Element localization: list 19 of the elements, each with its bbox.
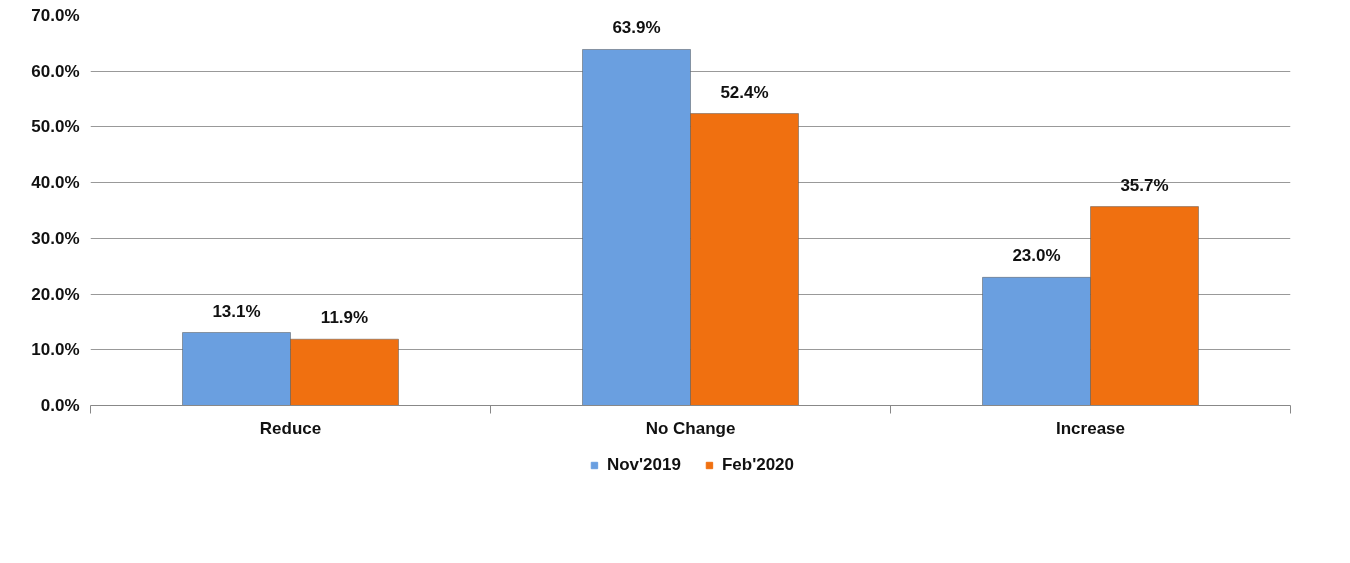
y-tick-label: 40.0% xyxy=(31,173,80,193)
y-tick-label: 10.0% xyxy=(31,340,80,360)
x-tick-label: Reduce xyxy=(259,418,322,438)
data-label: 63.9% xyxy=(612,18,661,38)
data-label: 23.0% xyxy=(1012,246,1061,266)
y-tick-label: 60.0% xyxy=(31,61,80,81)
y-tick-label: 50.0% xyxy=(31,117,80,137)
y-tick-label: 0.0% xyxy=(40,396,80,415)
data-label: 35.7% xyxy=(1120,175,1169,195)
data-label: 52.4% xyxy=(720,82,769,102)
data-label: 11.9% xyxy=(320,308,369,328)
legend-label: Nov'2019 xyxy=(606,455,681,475)
y-tick-label: 20.0% xyxy=(31,284,80,304)
legend-label: Feb'2020 xyxy=(721,455,795,475)
y-tick-label: 70.0% xyxy=(31,6,80,25)
y-tick-label: 30.0% xyxy=(31,228,80,248)
x-tick-label: No Change xyxy=(645,418,736,438)
x-tick-label: Increase xyxy=(1056,418,1125,438)
data-label: 13.1% xyxy=(212,301,261,321)
